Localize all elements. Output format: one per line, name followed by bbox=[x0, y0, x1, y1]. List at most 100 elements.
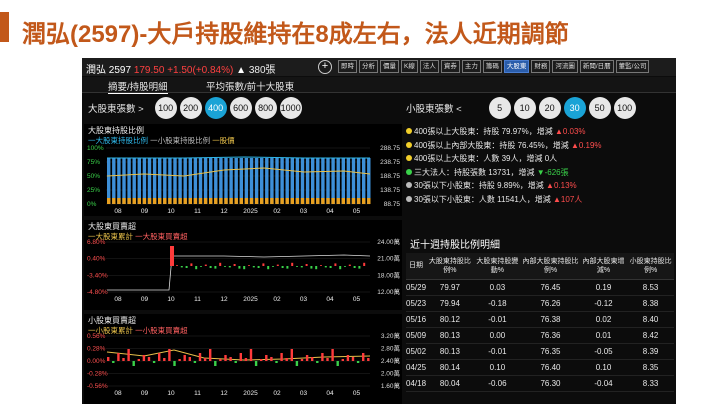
small-holding-bar bbox=[265, 198, 269, 204]
small-holding-bar bbox=[158, 198, 162, 204]
y2-tick-label: 288.75 bbox=[380, 145, 400, 152]
net-trade-bar bbox=[224, 355, 227, 361]
net-trade-bar bbox=[234, 361, 237, 363]
tab-1[interactable]: 分析 bbox=[359, 60, 378, 73]
table-cell: 05/16 bbox=[406, 311, 427, 328]
net-trade-bar bbox=[270, 357, 273, 361]
net-trade-bar bbox=[209, 266, 212, 268]
tab-9[interactable]: 財務 bbox=[531, 60, 551, 73]
tab-3[interactable]: K線 bbox=[401, 60, 418, 73]
stat-line: 30張以下小股東：持股 9.89%，增減 ▲0.13% bbox=[406, 180, 674, 194]
small-holder-option[interactable]: 20 bbox=[538, 97, 561, 119]
table-cell: 80.13 bbox=[426, 327, 474, 344]
net-trade-bar bbox=[344, 266, 346, 267]
holding-bar bbox=[356, 158, 361, 204]
x-tick-label: 12 bbox=[220, 390, 228, 397]
net-trade-bar bbox=[334, 263, 337, 266]
stat-delta: ▼-626張 bbox=[536, 167, 569, 177]
tab-0[interactable]: 即時 bbox=[338, 60, 357, 73]
holding-bar bbox=[265, 158, 269, 204]
x-tick-label: 03 bbox=[300, 390, 308, 397]
small-holder-option[interactable]: 10 bbox=[513, 97, 536, 119]
y2-tick-label: 238.75 bbox=[380, 159, 400, 166]
x-tick-label: 04 bbox=[326, 208, 334, 215]
subtab-top-ten[interactable]: 平均張數/前十大股東 bbox=[206, 82, 295, 93]
large-holder-option[interactable]: 600 bbox=[229, 97, 252, 119]
subtab-summary[interactable]: 摘要/持股明細 bbox=[108, 79, 168, 94]
holding-bar bbox=[234, 158, 238, 204]
holding-bar bbox=[137, 158, 141, 204]
small-holder-option[interactable]: 30 bbox=[563, 97, 586, 119]
tab-11[interactable]: 新聞/日曆 bbox=[579, 60, 614, 73]
y-tick-label: -0.28% bbox=[87, 371, 108, 378]
holding-bar bbox=[214, 158, 218, 204]
holding-bar bbox=[280, 158, 284, 204]
small-holding-bar bbox=[193, 198, 198, 204]
net-trade-bar bbox=[324, 266, 327, 268]
tab-10[interactable]: 河流圖 bbox=[552, 60, 578, 73]
small-holding-bar bbox=[152, 198, 157, 204]
small-holding-bar bbox=[351, 198, 356, 204]
tab-2[interactable]: 價量 bbox=[380, 60, 399, 73]
small-holding-bar bbox=[249, 198, 254, 204]
holding-bar bbox=[285, 158, 289, 204]
holding-bar bbox=[331, 158, 335, 204]
tab-6[interactable]: 主力 bbox=[461, 60, 481, 73]
net-trade-bar bbox=[195, 266, 198, 270]
net-trade-bar bbox=[267, 266, 270, 270]
small-holding-bar bbox=[321, 198, 325, 204]
holding-history-table: 日期 大股東持股比例% 大股東持股變動% 內部大股東持股比例% 內部大股東增減% 小股東持… bbox=[406, 253, 674, 392]
x-tick-label: 10 bbox=[167, 390, 175, 397]
net-trade-bar bbox=[310, 266, 313, 269]
holding-bar bbox=[112, 158, 116, 204]
large-holder-selector: 大股東張數 > 100 200 400 600 800 1000 bbox=[88, 96, 302, 120]
small-holder-option[interactable]: 50 bbox=[588, 97, 611, 119]
table-row: 05/16 80.12 -0.01 76.38 0.02 8.40 bbox=[406, 311, 674, 328]
price-line bbox=[106, 167, 371, 177]
small-holding-bar bbox=[137, 198, 141, 204]
x-tick-label: 11 bbox=[194, 296, 201, 303]
column-header: 內部大股東增減% bbox=[579, 253, 628, 280]
small-holding-bar bbox=[275, 198, 279, 204]
net-trade-bar bbox=[239, 353, 242, 361]
add-watchlist-button[interactable]: + bbox=[318, 60, 332, 74]
y-tick-label: 100% bbox=[87, 145, 104, 152]
large-holder-option[interactable]: 800 bbox=[254, 97, 277, 119]
tab-5[interactable]: 資券 bbox=[440, 60, 460, 73]
stock-name: 潤弘 bbox=[86, 65, 106, 76]
holding-bar bbox=[209, 158, 213, 204]
net-trade-bar bbox=[362, 353, 365, 361]
y-tick-label: 25% bbox=[87, 187, 100, 194]
net-trade-bar bbox=[356, 361, 360, 363]
large-holder-option[interactable]: 200 bbox=[179, 97, 202, 119]
tab-7[interactable]: 籌碼 bbox=[482, 60, 502, 73]
net-trade-bar bbox=[257, 266, 260, 268]
net-trade-bar bbox=[185, 266, 188, 268]
net-trade-bar bbox=[132, 361, 135, 366]
tab-12[interactable]: 董監/公司 bbox=[615, 60, 650, 73]
table-row: 04/25 80.14 0.10 76.40 0.10 8.35 bbox=[406, 359, 674, 376]
table-row: 05/23 79.94 -0.18 76.26 -0.12 8.38 bbox=[406, 295, 674, 312]
legend-net: 一小股東買賣超 bbox=[135, 326, 188, 335]
x-tick-label: 03 bbox=[300, 296, 308, 303]
tab-4[interactable]: 法人 bbox=[419, 60, 439, 73]
small-holder-option[interactable]: 100 bbox=[613, 97, 636, 119]
net-trade-bar bbox=[281, 266, 284, 268]
tab-8[interactable]: 大股東 bbox=[503, 60, 530, 73]
chart-title: 大股東持股比例 bbox=[88, 126, 144, 135]
legend-small: 一小股東持股比例 bbox=[150, 136, 211, 145]
small-holding-bar bbox=[224, 198, 228, 204]
chart-title: 大股東買賣超 bbox=[88, 222, 136, 231]
large-holder-option[interactable]: 1000 bbox=[279, 97, 302, 119]
holding-bar bbox=[127, 158, 131, 204]
table-cell: -0.06 bbox=[473, 375, 522, 392]
small-holding-bar bbox=[209, 198, 213, 204]
large-holder-option[interactable]: 400 bbox=[204, 97, 227, 119]
net-trade-bar bbox=[260, 359, 263, 361]
small-holding-bar bbox=[311, 198, 315, 204]
small-holder-option[interactable]: 5 bbox=[488, 97, 511, 119]
table-title: 近十週持股比例明細 bbox=[410, 240, 500, 251]
large-holder-option[interactable]: 100 bbox=[154, 97, 177, 119]
net-trade-bar bbox=[112, 361, 115, 363]
net-trade-bar bbox=[238, 266, 241, 269]
